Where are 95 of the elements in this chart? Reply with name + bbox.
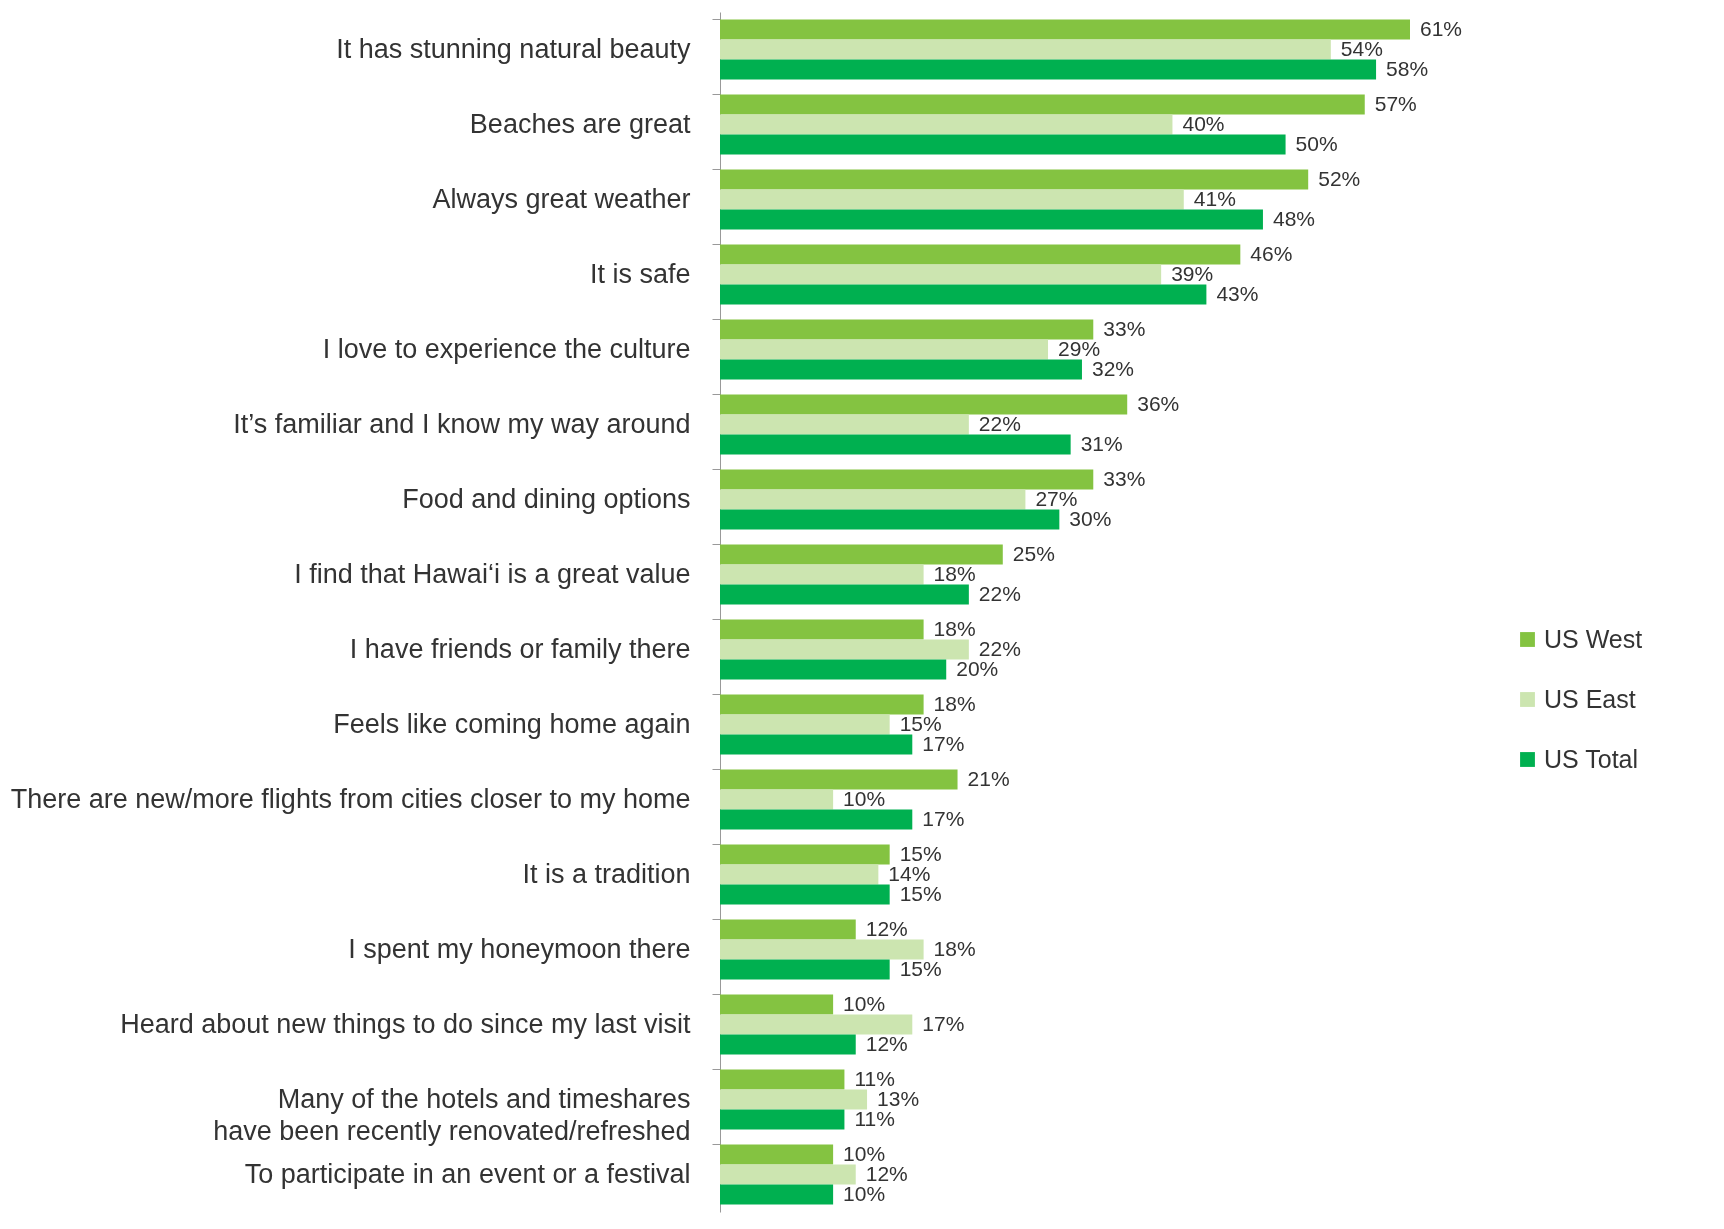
data-label: 17% <box>922 1011 965 1035</box>
bar <box>720 209 1263 230</box>
bar <box>720 1109 845 1130</box>
bar <box>720 39 1331 60</box>
bar <box>720 284 1207 305</box>
bar <box>720 884 890 905</box>
y-tick-label: Feels like coming home again <box>333 708 691 739</box>
legend-label: US Total <box>1544 744 1639 773</box>
data-label: 22% <box>978 581 1021 605</box>
bar <box>720 394 1128 415</box>
y-tick-label: Food and dining options <box>402 483 691 514</box>
data-label: 54% <box>1340 36 1383 60</box>
y-tick-label: I love to experience the culture <box>322 333 691 364</box>
bar <box>720 1014 913 1035</box>
data-label: 41% <box>1193 186 1236 210</box>
y-tick-label: It’s familiar and I know my way around <box>233 408 691 439</box>
y-tick-label: I spent my honeymoon there <box>348 933 691 964</box>
bar <box>720 1069 845 1090</box>
bar <box>720 169 1309 190</box>
data-label: 57% <box>1374 91 1417 115</box>
bar <box>720 19 1410 40</box>
bar <box>720 619 924 640</box>
bar <box>720 1034 856 1055</box>
bar <box>720 1144 834 1165</box>
bar <box>720 769 958 790</box>
bar <box>720 544 1003 565</box>
data-label: 43% <box>1216 281 1259 305</box>
bar <box>720 1184 834 1205</box>
y-tick-label: There are new/more flights from cities closer to my home <box>10 783 691 814</box>
bar <box>720 414 969 435</box>
data-label: 52% <box>1318 166 1361 190</box>
y-tick-label: It has stunning natural beauty <box>336 33 691 64</box>
data-label: 39% <box>1171 261 1214 285</box>
data-label: 18% <box>933 616 976 640</box>
data-label: 10% <box>843 991 886 1015</box>
data-label: 33% <box>1103 316 1146 340</box>
bar <box>720 319 1094 340</box>
legend-label: US West <box>1544 624 1643 653</box>
bar <box>720 694 924 715</box>
bar <box>720 789 834 810</box>
bar <box>720 244 1241 265</box>
y-tick-label: Beaches are great <box>469 108 691 139</box>
bar <box>720 1164 856 1185</box>
bar <box>720 359 1082 380</box>
bar <box>720 114 1173 135</box>
bar <box>720 59 1377 80</box>
bar <box>720 734 913 755</box>
bar <box>720 864 879 885</box>
data-label: 36% <box>1137 391 1180 415</box>
bar <box>720 509 1060 530</box>
bar <box>720 939 924 960</box>
y-tick-label: Many of the hotels and timeshares have been recently renovated/refreshed <box>213 1083 691 1146</box>
bar <box>720 339 1049 360</box>
bar <box>720 564 924 585</box>
data-label: 21% <box>967 766 1010 790</box>
data-label: 22% <box>978 411 1021 435</box>
data-label: 12% <box>865 916 908 940</box>
bar <box>720 584 969 605</box>
bar <box>720 844 890 865</box>
bar <box>720 469 1094 490</box>
y-tick-label: I have friends or family there <box>349 633 691 664</box>
data-label: 17% <box>922 806 965 830</box>
bar <box>720 809 913 830</box>
bar <box>720 489 1026 510</box>
data-label: 12% <box>865 1031 908 1055</box>
y-tick-label: To participate in an event or a festival <box>244 1158 691 1189</box>
bar <box>720 994 834 1015</box>
data-label: 58% <box>1386 56 1429 80</box>
data-label: 50% <box>1295 131 1338 155</box>
bar <box>720 189 1184 210</box>
bar <box>720 639 969 660</box>
data-label: 25% <box>1012 541 1055 565</box>
bar <box>720 264 1162 285</box>
data-label: 46% <box>1250 241 1293 265</box>
data-label: 18% <box>933 561 976 585</box>
bar <box>720 94 1365 115</box>
legend-label: US East <box>1544 684 1636 713</box>
y-tick-label: Heard about new things to do since my last visit <box>120 1008 691 1039</box>
bar <box>720 959 890 980</box>
bar <box>720 434 1071 455</box>
y-tick-label: Always great weather <box>432 183 691 214</box>
bar <box>720 714 890 735</box>
y-tick-label: It is safe <box>589 258 691 289</box>
bar <box>720 659 947 680</box>
data-label: 61% <box>1420 16 1463 40</box>
bar <box>720 919 856 940</box>
y-tick-label: I find that Hawai‘i is a great value <box>294 558 691 589</box>
y-tick-label: It is a tradition <box>522 858 691 889</box>
data-label: 48% <box>1272 206 1315 230</box>
data-label: 31% <box>1080 431 1123 455</box>
bar <box>720 1089 868 1110</box>
data-label: 10% <box>843 786 886 810</box>
data-label: 40% <box>1182 111 1225 135</box>
bar <box>720 134 1286 155</box>
data-label: 33% <box>1103 466 1146 490</box>
